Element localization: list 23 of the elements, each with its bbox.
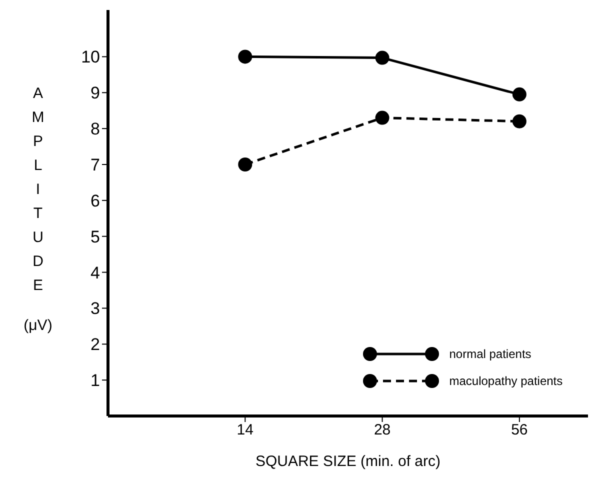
point: [238, 50, 252, 64]
point: [375, 110, 390, 125]
y-tick-label: 10: [81, 48, 100, 67]
point: [512, 114, 526, 128]
legend-label: normal patients: [449, 346, 532, 360]
point: [512, 87, 526, 102]
x-tick-label: 28: [374, 422, 391, 439]
y-tick-label: 6: [90, 191, 100, 210]
x-tick-label: 14: [236, 422, 254, 439]
x-tick-label: 56: [511, 422, 528, 439]
y-tick-label: 5: [90, 227, 100, 246]
legend-label: maculopathy patients: [449, 374, 564, 388]
y-tick-label: 8: [90, 120, 100, 139]
y-tick-label: 3: [90, 299, 100, 318]
x-axis-title: SQUARE SIZE (min. of arc): [255, 453, 441, 470]
point: [238, 157, 252, 172]
y-tick-label: 2: [90, 335, 100, 354]
point: [375, 50, 390, 65]
y-tick-label: 4: [90, 263, 100, 282]
text: AMPLITUDE (μV): [24, 85, 52, 334]
y-tick-label: 9: [90, 84, 100, 103]
y-tick-label: 1: [90, 371, 100, 390]
y-tick-label: 7: [90, 156, 100, 175]
